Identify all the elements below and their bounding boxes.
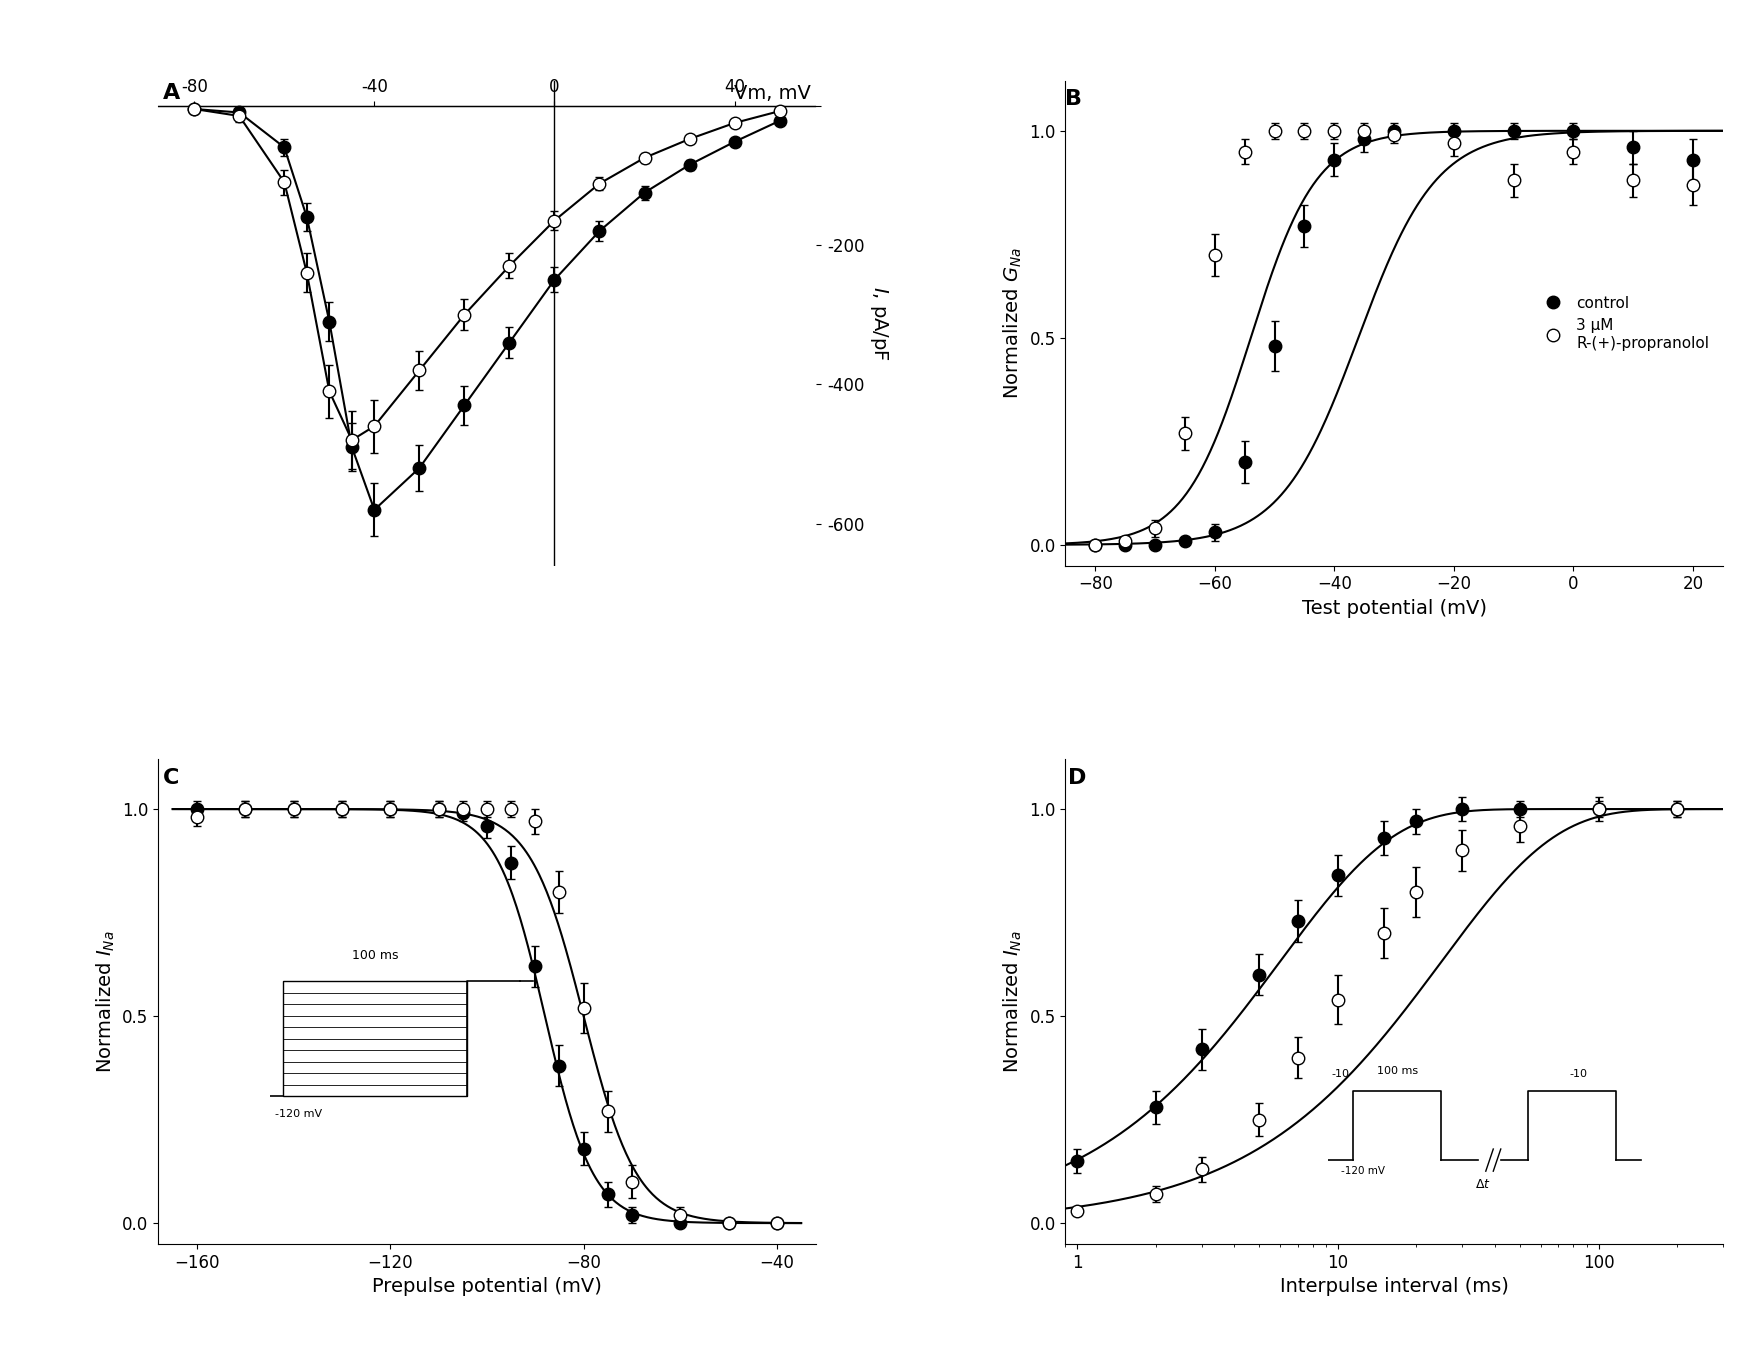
Y-axis label: Normalized $I_{Na}$: Normalized $I_{Na}$ [95, 930, 116, 1073]
Text: D: D [1066, 768, 1086, 788]
Text: A: A [163, 84, 179, 103]
Y-axis label: Normalized $I_{Na}$: Normalized $I_{Na}$ [1001, 930, 1023, 1073]
X-axis label: Test potential (mV): Test potential (mV) [1300, 599, 1486, 618]
Legend: control, 3 μM
R-(+)-propranolol: control, 3 μM R-(+)-propranolol [1530, 289, 1715, 357]
Y-axis label: Normalized $G_{Na}$: Normalized $G_{Na}$ [1001, 247, 1023, 399]
X-axis label: Prepulse potential (mV): Prepulse potential (mV) [372, 1278, 601, 1297]
Y-axis label: $I$, pA/pF: $I$, pA/pF [868, 285, 889, 361]
X-axis label: Interpulse interval (ms): Interpulse interval (ms) [1279, 1278, 1508, 1297]
Text: B: B [1065, 89, 1082, 110]
Text: C: C [163, 768, 179, 788]
Text: Vm, mV: Vm, mV [734, 84, 810, 103]
